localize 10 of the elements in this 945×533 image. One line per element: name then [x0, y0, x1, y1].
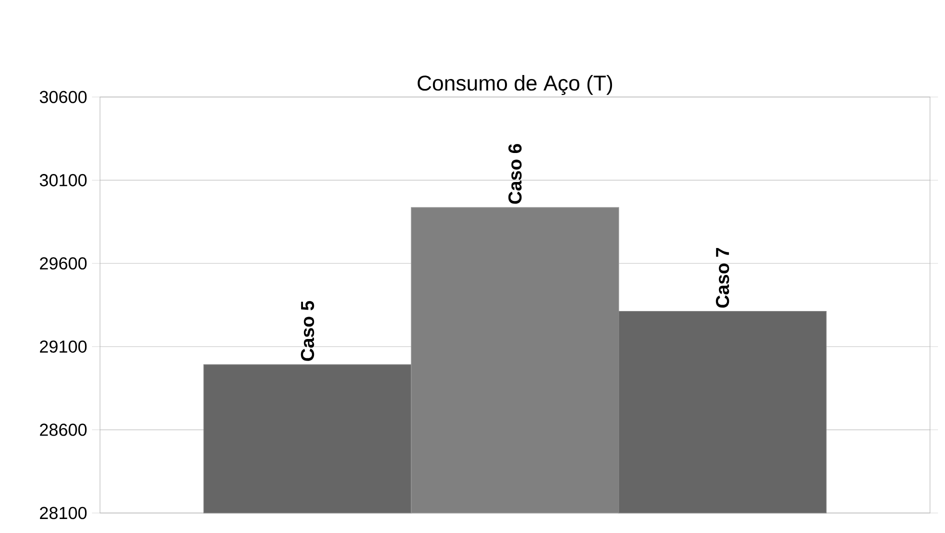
- y-tick-label: 30600: [40, 90, 87, 104]
- x-tick-label: Caso 7: [716, 248, 730, 308]
- y-tick-label: 30100: [40, 174, 87, 186]
- y-tick-label: 28100: [40, 506, 87, 520]
- x-tick-label: Caso 5: [300, 300, 314, 361]
- x-tick-label: Caso 6: [508, 144, 522, 204]
- chart-title: Consumo de Aço (T): [418, 75, 612, 95]
- y-tick-label: 29600: [40, 257, 87, 270]
- y-tick-label: 29100: [40, 340, 87, 353]
- y-tick-label: 28600: [40, 424, 87, 436]
